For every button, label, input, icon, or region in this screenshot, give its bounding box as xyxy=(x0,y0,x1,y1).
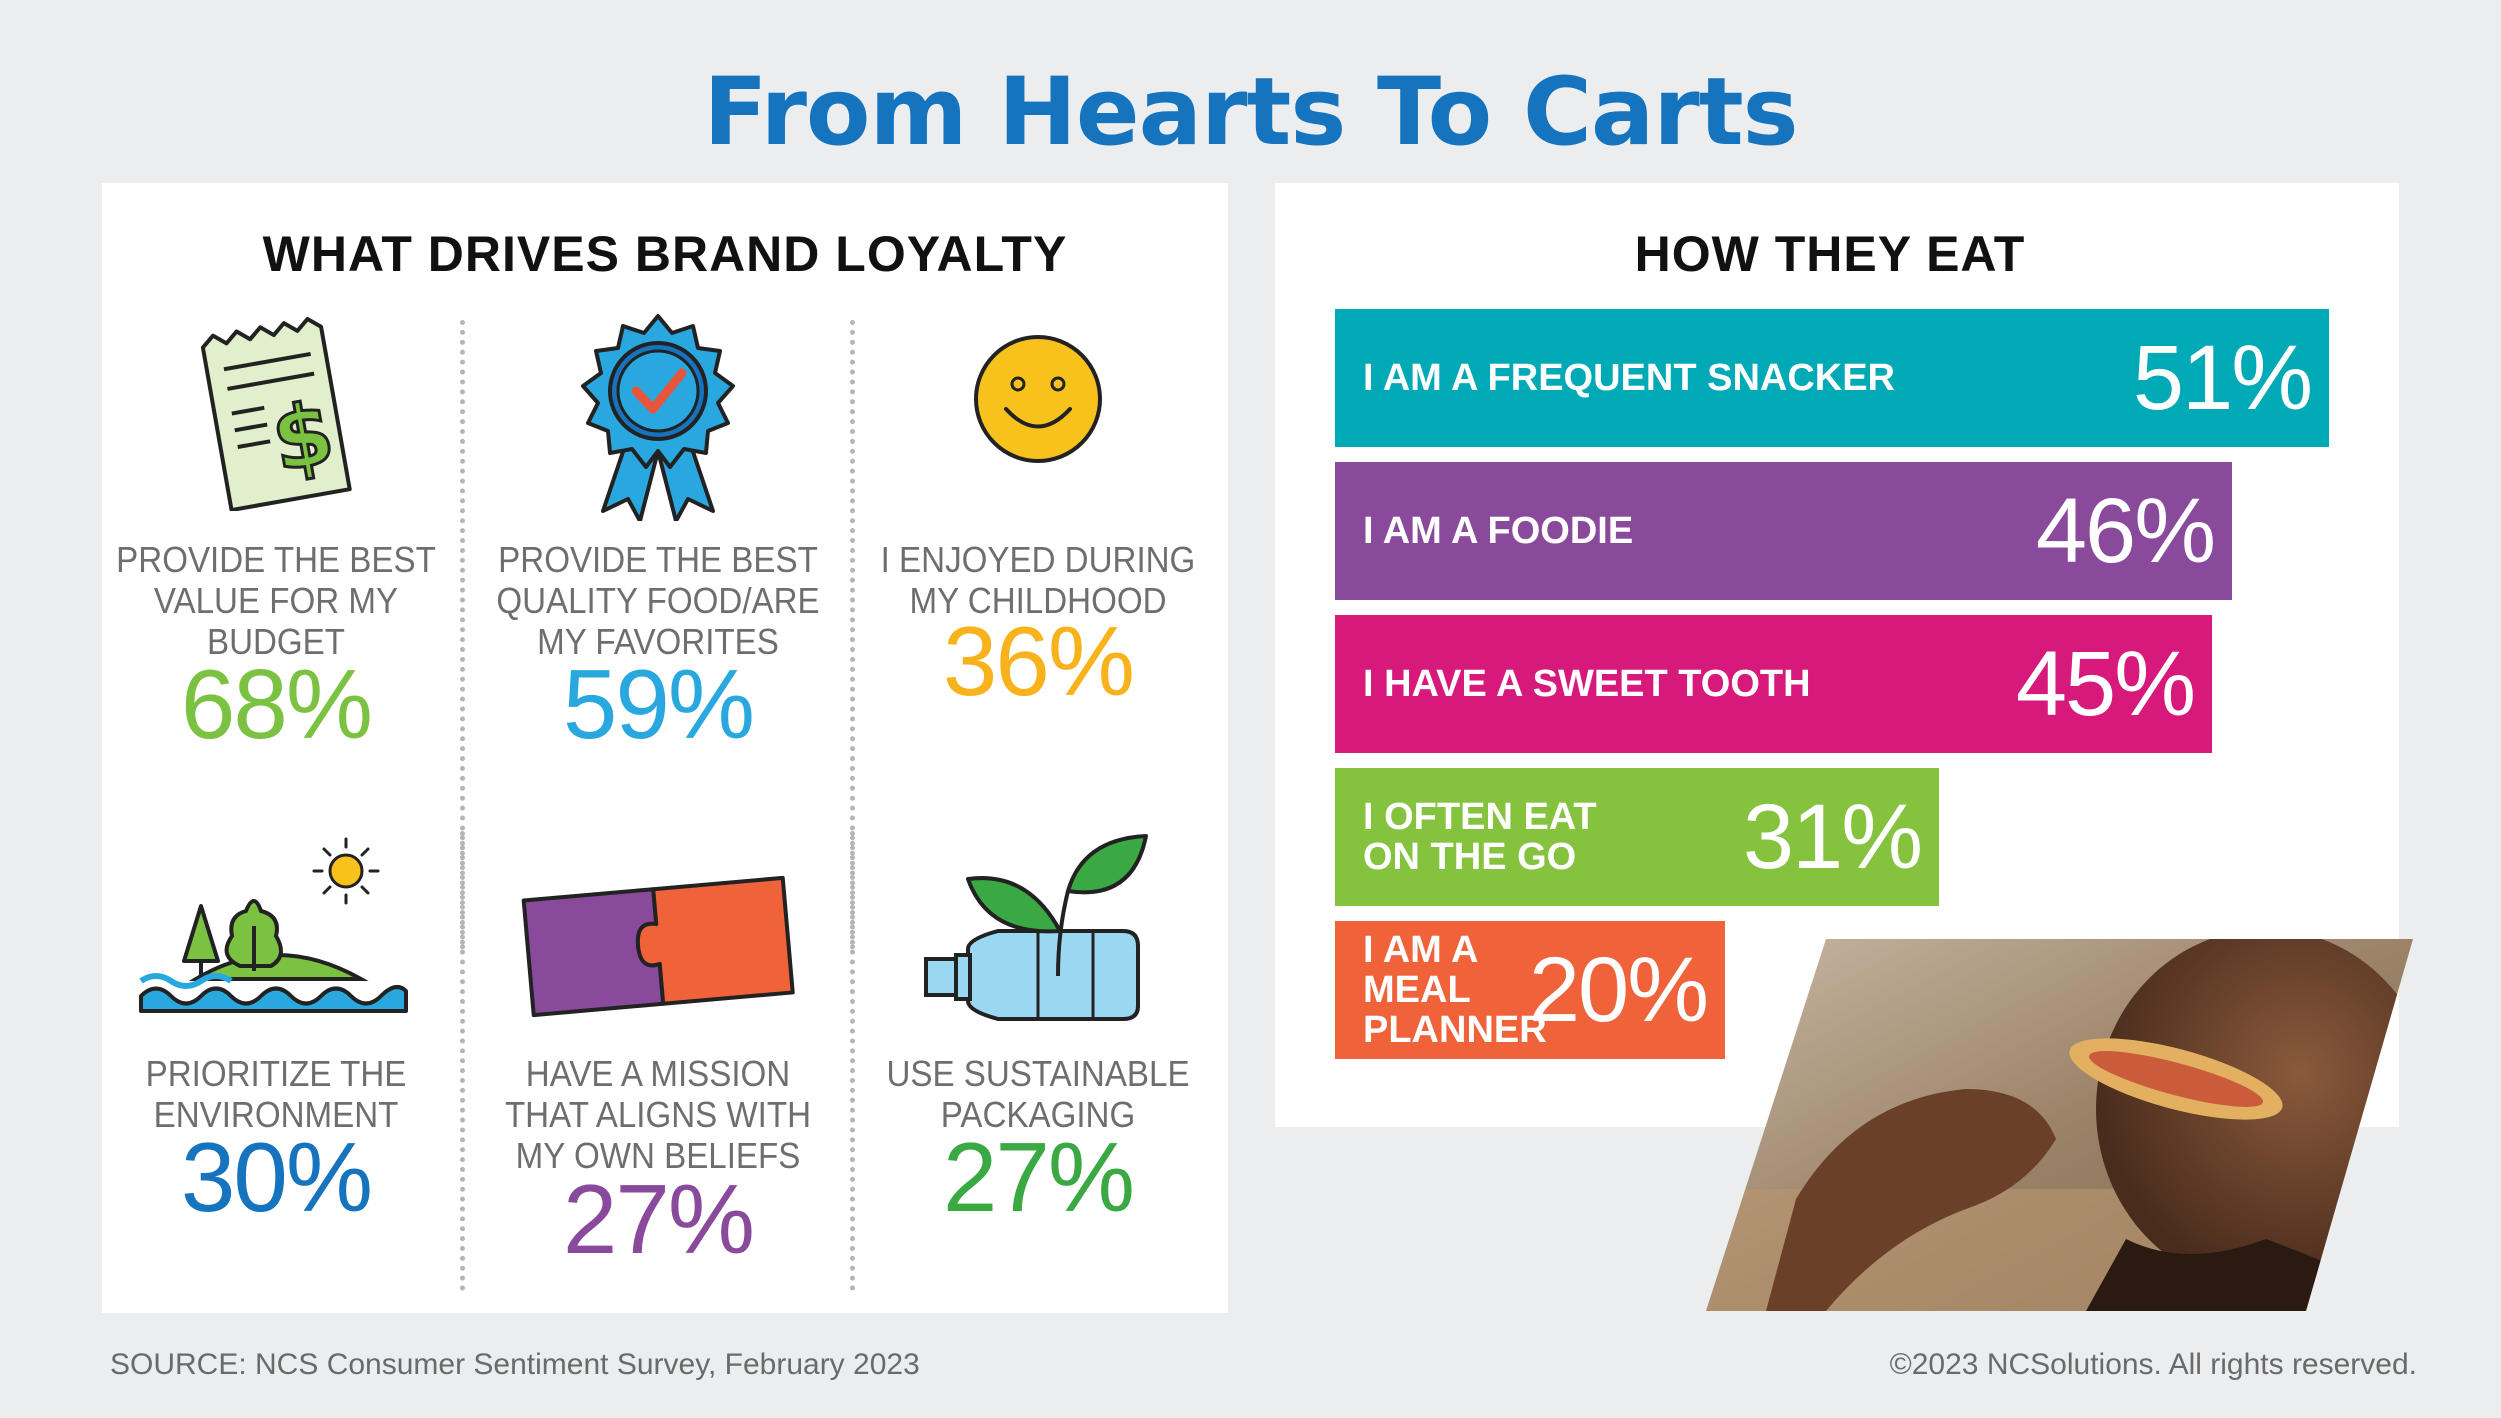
loyalty-item-childhood: I ENJOYED DURING MY CHILDHOOD 36% xyxy=(858,311,1218,951)
column-divider xyxy=(850,831,855,1291)
brand-loyalty-panel: WHAT DRIVES BRAND LOYALTY $ PROVIDE THE … xyxy=(102,183,1228,1313)
loyalty-label: PRIORITIZE THE ENVIRONMENT xyxy=(145,1053,407,1135)
loyalty-label: PROVIDE THE BEST VALUE FOR MY BUDGET xyxy=(116,539,436,662)
loyalty-percent: 59% xyxy=(562,649,755,759)
bar-label: I AM A MEAL PLANNER xyxy=(1363,929,1547,1051)
loyalty-item-mission: HAVE A MISSION THAT ALIGNS WITH MY OWN B… xyxy=(478,831,838,1291)
bar-value-label: 51% xyxy=(2132,326,2313,429)
puzzle-pieces-icon xyxy=(521,875,795,1018)
page-title: From Hearts To Carts xyxy=(703,58,1798,167)
bottle-plant-icon xyxy=(924,834,1148,1021)
column-divider xyxy=(460,831,465,1291)
receipt-dollar-icon: $ xyxy=(200,316,352,511)
chart-title: HOW THEY EAT xyxy=(1634,226,2026,282)
bar: I AM A MEAL PLANNER 20% xyxy=(1335,921,1725,1059)
loyalty-percent: 27% xyxy=(942,1122,1135,1232)
loyalty-label: PROVIDE THE BEST QUALITY FOOD/ARE MY FAV… xyxy=(496,539,820,662)
column-divider xyxy=(850,320,855,950)
column-divider xyxy=(460,320,465,950)
loyalty-item-quality: PROVIDE THE BEST QUALITY FOOD/ARE MY FAV… xyxy=(478,311,838,951)
bar-label: I AM A FOODIE xyxy=(1363,510,1634,552)
bar-value-label: 45% xyxy=(2015,632,2196,735)
brand-loyalty-heading: WHAT DRIVES BRAND LOYALTY xyxy=(262,226,1068,282)
loyalty-item-environment: PRIORITIZE THE ENVIRONMENT 30% xyxy=(96,831,456,1291)
bar: I AM A FREQUENT SNACKER 51% xyxy=(1335,309,2329,447)
bar-label: I HAVE A SWEET TOOTH xyxy=(1363,663,1811,705)
loyalty-label: HAVE A MISSION THAT ALIGNS WITH MY OWN B… xyxy=(504,1053,812,1176)
bar: I HAVE A SWEET TOOTH 45% xyxy=(1335,615,2212,753)
loyalty-percent: 27% xyxy=(562,1164,755,1274)
bar: I AM A FOODIE 46% xyxy=(1335,462,2232,600)
bar-value-label: 20% xyxy=(1528,938,1709,1041)
smiley-face-icon xyxy=(974,335,1102,463)
loyalty-percent: 36% xyxy=(942,606,1135,716)
loyalty-label: USE SUSTAINABLE PACKAGING xyxy=(886,1053,1190,1135)
island-trees-icon xyxy=(139,837,408,1013)
loyalty-percent: 68% xyxy=(180,649,373,759)
bar-value-label: 46% xyxy=(2035,479,2216,582)
bar-label: I OFTEN EAT ON THE GO xyxy=(1363,796,1597,878)
man-eating-pizza-photo xyxy=(1706,939,2413,1311)
loyalty-label: I ENJOYED DURING MY CHILDHOOD xyxy=(880,539,1196,621)
loyalty-item-value: $ PROVIDE THE BEST VALUE FOR MY BUDGET 6… xyxy=(96,311,456,951)
copyright-note: ©2023 NCSolutions. All rights reserved. xyxy=(1889,1348,2417,1381)
bar: I OFTEN EAT ON THE GO 31% xyxy=(1335,768,1939,906)
loyalty-percent: 30% xyxy=(180,1122,373,1232)
bar-value-label: 31% xyxy=(1742,785,1923,888)
bar-label: I AM A FREQUENT SNACKER xyxy=(1363,357,1895,399)
award-ribbon-icon xyxy=(581,314,735,521)
source-note: SOURCE: NCS Consumer Sentiment Survey, F… xyxy=(110,1348,920,1381)
loyalty-item-packaging: USE SUSTAINABLE PACKAGING 27% xyxy=(858,831,1218,1291)
